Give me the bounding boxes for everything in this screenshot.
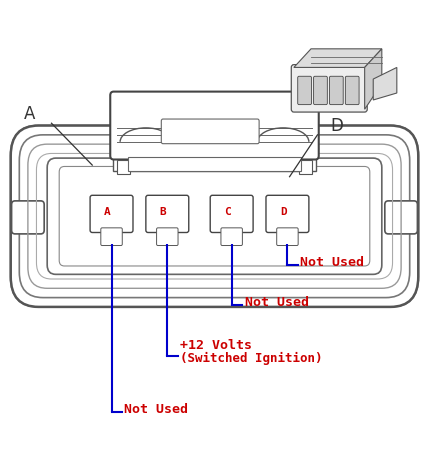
FancyBboxPatch shape	[221, 228, 242, 246]
FancyBboxPatch shape	[11, 126, 418, 307]
FancyBboxPatch shape	[128, 157, 301, 171]
Text: Not Used: Not Used	[124, 403, 188, 416]
FancyBboxPatch shape	[161, 119, 259, 144]
FancyBboxPatch shape	[298, 76, 311, 105]
FancyBboxPatch shape	[299, 160, 312, 174]
FancyBboxPatch shape	[291, 65, 367, 112]
FancyBboxPatch shape	[90, 195, 133, 232]
FancyBboxPatch shape	[277, 228, 298, 246]
FancyBboxPatch shape	[314, 76, 327, 105]
FancyBboxPatch shape	[117, 160, 130, 174]
Text: C: C	[224, 206, 231, 217]
FancyBboxPatch shape	[101, 228, 122, 246]
FancyBboxPatch shape	[157, 228, 178, 246]
Polygon shape	[373, 67, 397, 100]
FancyBboxPatch shape	[345, 76, 359, 105]
Text: A: A	[104, 206, 111, 217]
FancyBboxPatch shape	[146, 195, 189, 232]
Text: (Switched Ignition): (Switched Ignition)	[180, 352, 323, 365]
FancyBboxPatch shape	[12, 201, 44, 234]
FancyBboxPatch shape	[266, 195, 309, 232]
FancyBboxPatch shape	[210, 195, 253, 232]
Text: B: B	[160, 206, 166, 217]
FancyBboxPatch shape	[329, 76, 343, 105]
Polygon shape	[294, 49, 382, 67]
FancyBboxPatch shape	[110, 92, 319, 159]
FancyBboxPatch shape	[47, 158, 382, 274]
Text: Not Used: Not Used	[300, 256, 364, 269]
Text: D: D	[280, 206, 287, 217]
Text: D: D	[330, 117, 343, 134]
FancyBboxPatch shape	[113, 150, 316, 171]
FancyBboxPatch shape	[385, 201, 417, 234]
Polygon shape	[365, 49, 382, 109]
Text: +12 Volts: +12 Volts	[180, 339, 252, 352]
Text: Not Used: Not Used	[245, 296, 308, 309]
Text: A: A	[24, 105, 36, 123]
